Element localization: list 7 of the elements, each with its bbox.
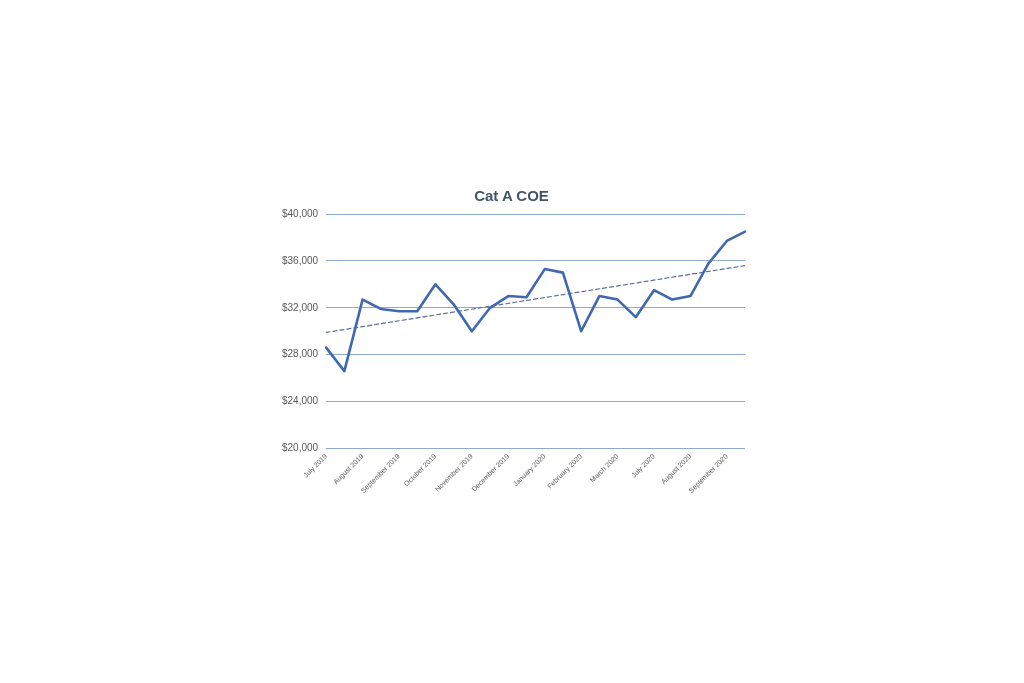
y-tick-label: $36,000 — [281, 254, 319, 266]
y-tick-label: $28,000 — [281, 348, 319, 360]
chart-title: Cat A COE — [474, 187, 549, 205]
y-tick-label: $20,000 — [281, 442, 319, 454]
y-tick-label: $32,000 — [281, 301, 319, 313]
y-tick-label: $40,000 — [281, 207, 319, 219]
y-tick-label: $24,000 — [281, 395, 319, 407]
